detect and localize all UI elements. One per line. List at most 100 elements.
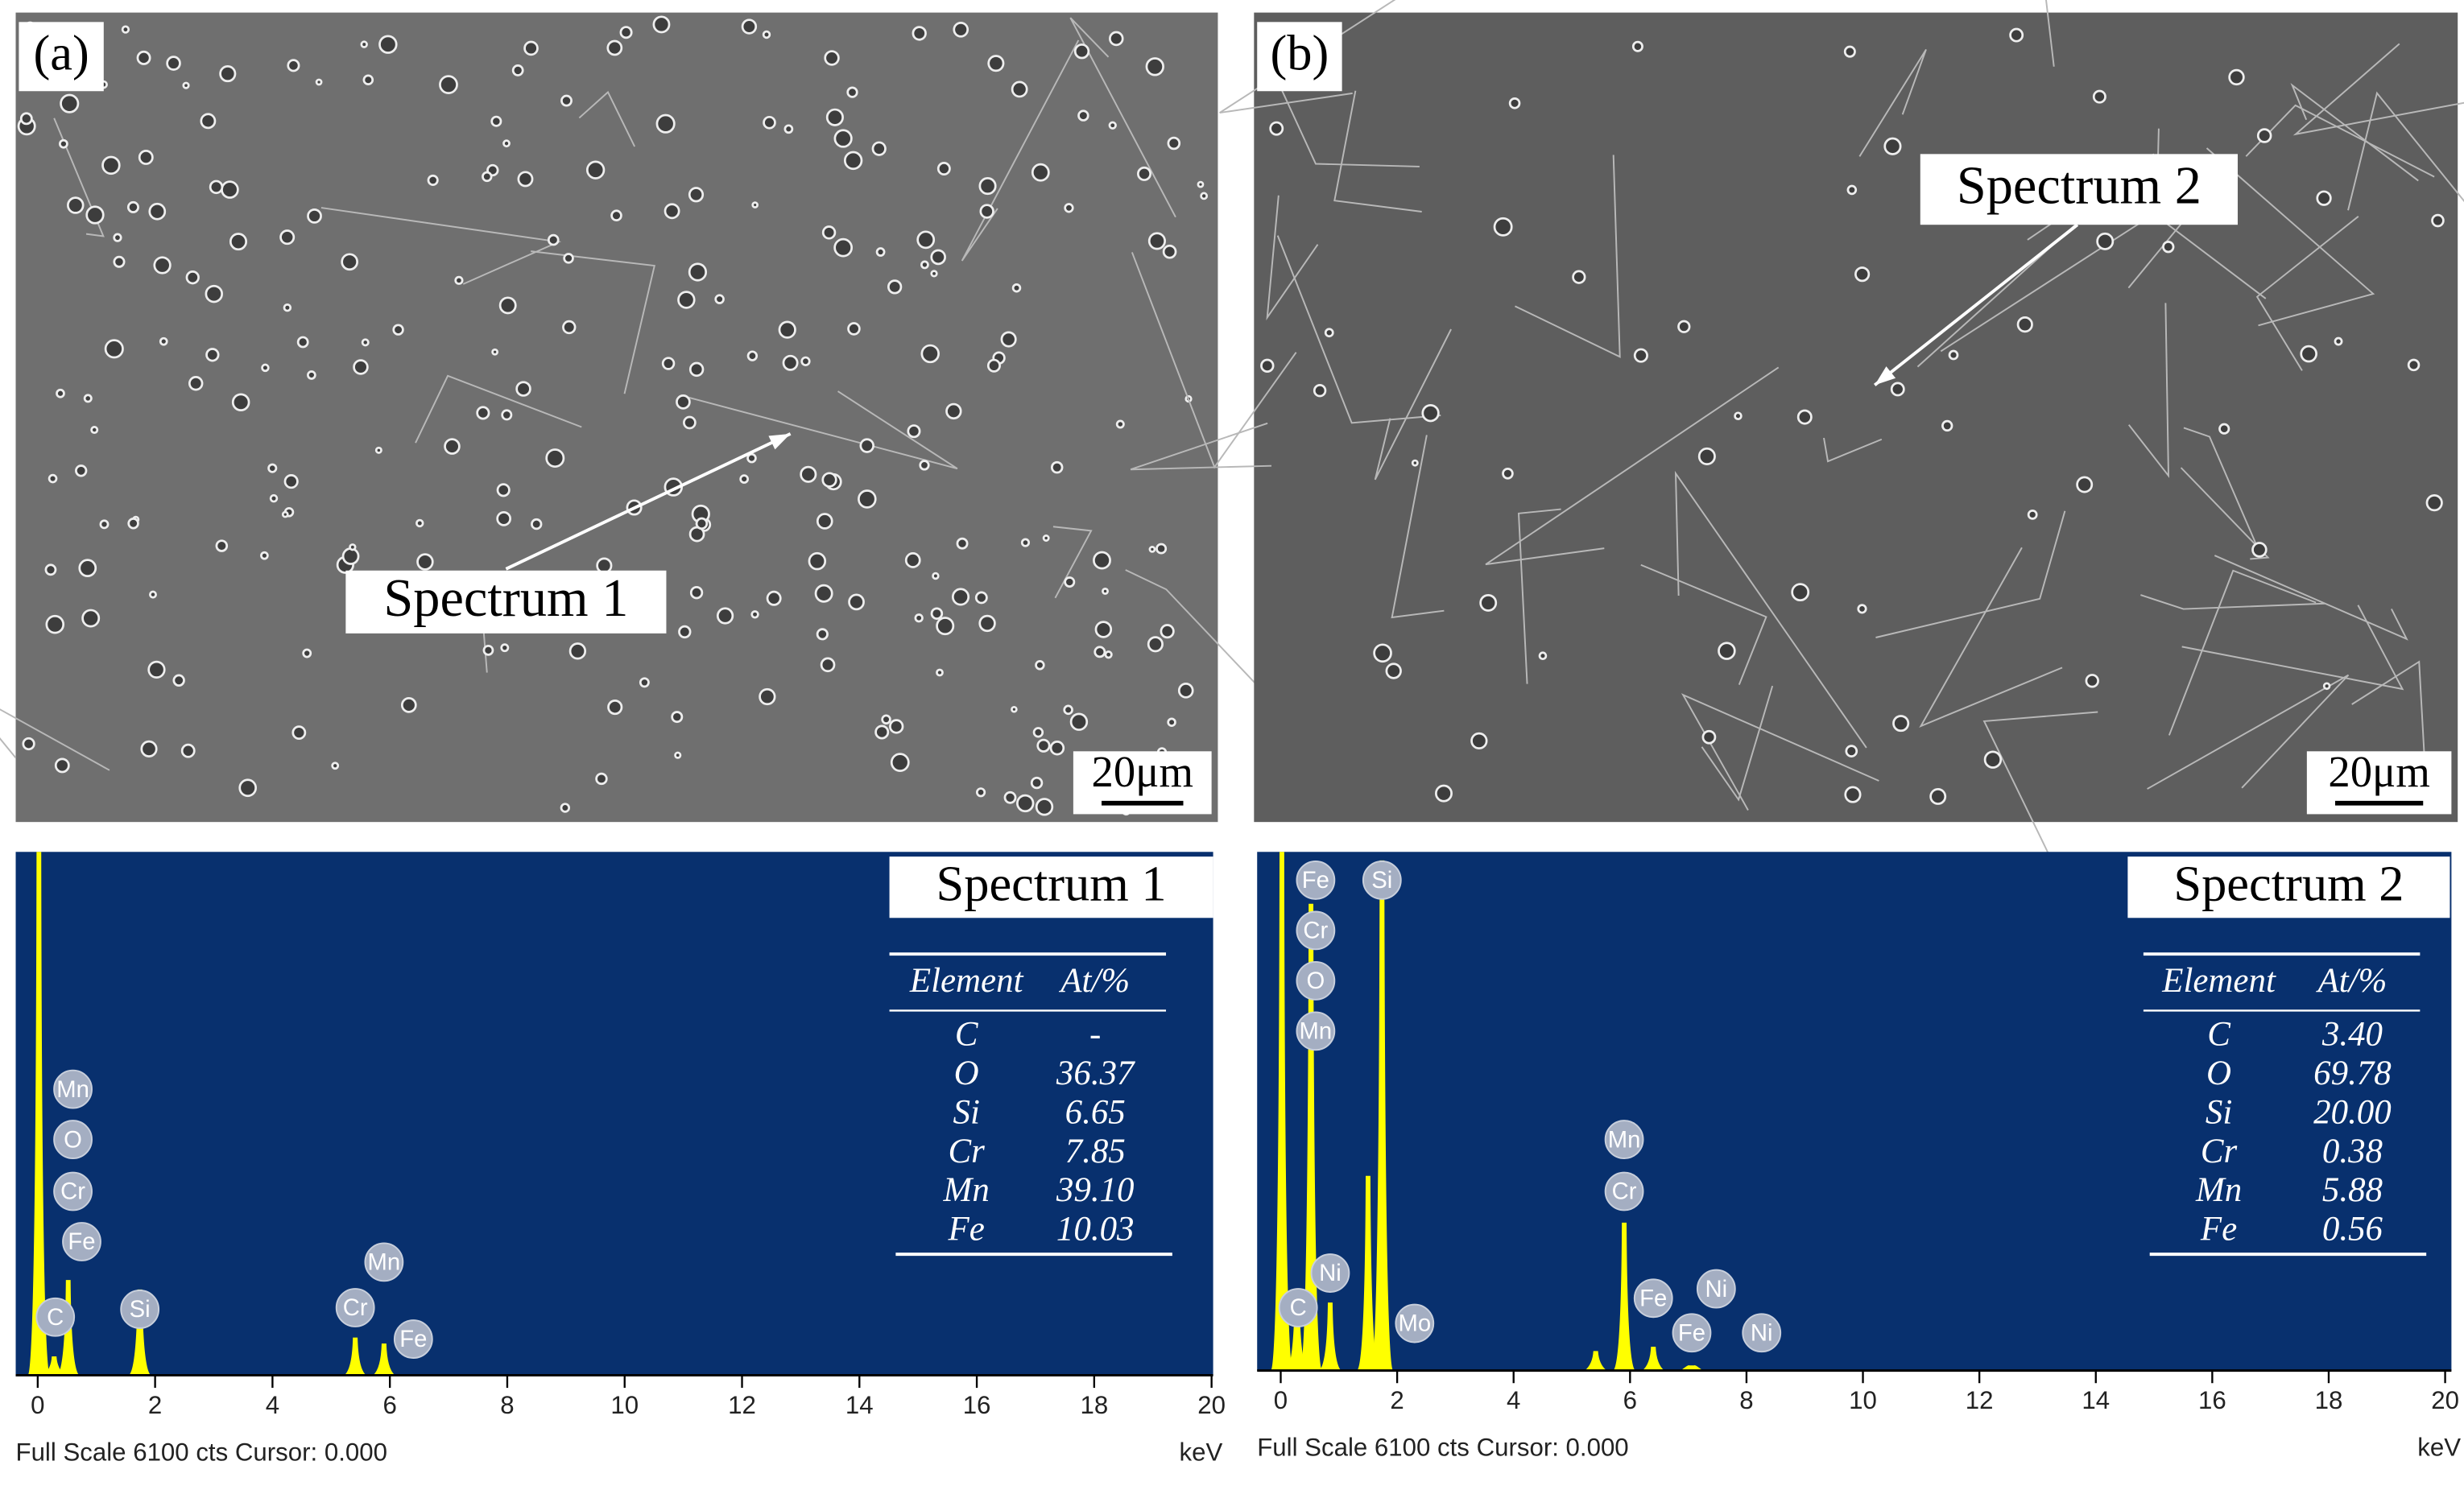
sem-image <box>1130 0 2464 879</box>
table-cell: 3.40 <box>2321 1016 2383 1054</box>
panel-label: (b) <box>1271 25 1329 81</box>
particle <box>2096 232 2115 250</box>
particle <box>341 547 360 565</box>
peak-label: Mn <box>1300 1018 1333 1045</box>
particle <box>1094 621 1113 638</box>
peak-label: Mn <box>1608 1126 1641 1153</box>
particle <box>1102 587 1109 595</box>
particle <box>1145 57 1164 76</box>
table-cell: 0.38 <box>2322 1133 2383 1170</box>
peak-label: Ni <box>1751 1319 1773 1346</box>
particle <box>859 438 874 453</box>
particle <box>75 464 88 477</box>
particle <box>523 40 539 56</box>
particle <box>490 115 502 127</box>
particle <box>606 39 623 56</box>
particle <box>916 230 936 250</box>
grain-boundary <box>683 390 958 470</box>
particle <box>1479 593 1498 612</box>
x-tick-label: 12 <box>728 1391 756 1419</box>
scale-bar-label: 20μm <box>1092 747 1193 796</box>
x-tick-label: 14 <box>845 1391 874 1419</box>
x-tick-label: 16 <box>963 1391 991 1419</box>
particle <box>975 787 986 798</box>
particle <box>778 320 796 339</box>
particle <box>159 336 168 346</box>
particle <box>595 772 608 786</box>
table-cell: Mn <box>943 1171 990 1209</box>
grain-boundary <box>1515 155 1621 358</box>
particle <box>1016 794 1035 813</box>
particle <box>563 253 574 264</box>
particle <box>821 472 837 488</box>
peak <box>1271 852 1293 1371</box>
particle <box>1631 40 1643 52</box>
particle <box>104 339 124 359</box>
peak <box>1681 1365 1703 1371</box>
table-cell: C <box>955 1016 979 1054</box>
plot-area <box>1257 852 2452 1371</box>
peak-label-badge <box>1278 1288 1318 1327</box>
grain-boundary <box>1681 693 1879 811</box>
particle <box>951 588 970 606</box>
x-tick-label: 18 <box>1080 1391 1108 1419</box>
particle <box>531 518 543 530</box>
particle <box>296 336 309 349</box>
peak-label: Si <box>1371 867 1392 894</box>
particle <box>652 15 671 34</box>
sem-image <box>0 12 1295 823</box>
table-cell: Si <box>2206 1093 2232 1131</box>
spectrum-title: Spectrum 2 <box>2173 855 2404 911</box>
particle <box>762 30 771 39</box>
grain-boundary <box>2206 147 2375 327</box>
particle <box>978 177 997 196</box>
particle <box>200 113 217 130</box>
particle <box>1941 419 1953 432</box>
x-tick-label: 18 <box>2315 1386 2343 1414</box>
peak <box>1300 903 1322 1371</box>
particle <box>482 644 494 656</box>
particle <box>974 591 988 605</box>
peak <box>1286 1294 1308 1371</box>
grain-boundary <box>2180 467 2270 560</box>
peak <box>129 1289 151 1376</box>
particle <box>281 510 289 518</box>
particle <box>1160 624 1175 639</box>
particle <box>1020 538 1031 547</box>
particle <box>185 270 200 285</box>
particle <box>269 493 279 503</box>
particle <box>54 757 70 774</box>
particle <box>2425 494 2443 512</box>
particle <box>1385 662 1402 679</box>
particle <box>1000 331 1017 348</box>
particle <box>496 510 512 526</box>
particle <box>1470 732 1488 750</box>
particle <box>2016 316 2033 333</box>
particle <box>1032 727 1044 738</box>
grain-boundary <box>2140 594 2326 610</box>
particle <box>287 59 300 72</box>
grain-boundary <box>1276 235 1441 424</box>
particle <box>113 233 122 242</box>
particle <box>126 200 139 213</box>
particle <box>1030 776 1044 790</box>
particle <box>890 753 910 773</box>
particle <box>914 613 924 623</box>
particle <box>979 204 994 219</box>
x-tick-label: 10 <box>1849 1386 1877 1414</box>
particle <box>800 356 811 366</box>
particle <box>182 81 190 89</box>
particle <box>19 112 33 126</box>
grain-boundary <box>1858 48 1927 157</box>
particle <box>671 711 684 724</box>
particle <box>78 559 97 578</box>
peak-label-badge <box>53 1069 93 1109</box>
particle <box>912 26 927 41</box>
particle <box>824 50 840 66</box>
particle <box>1411 459 1419 467</box>
particle <box>816 628 829 641</box>
particle <box>238 778 258 798</box>
particle <box>349 543 357 551</box>
particle <box>1035 798 1054 816</box>
table-cell: Mn <box>2195 1171 2242 1209</box>
